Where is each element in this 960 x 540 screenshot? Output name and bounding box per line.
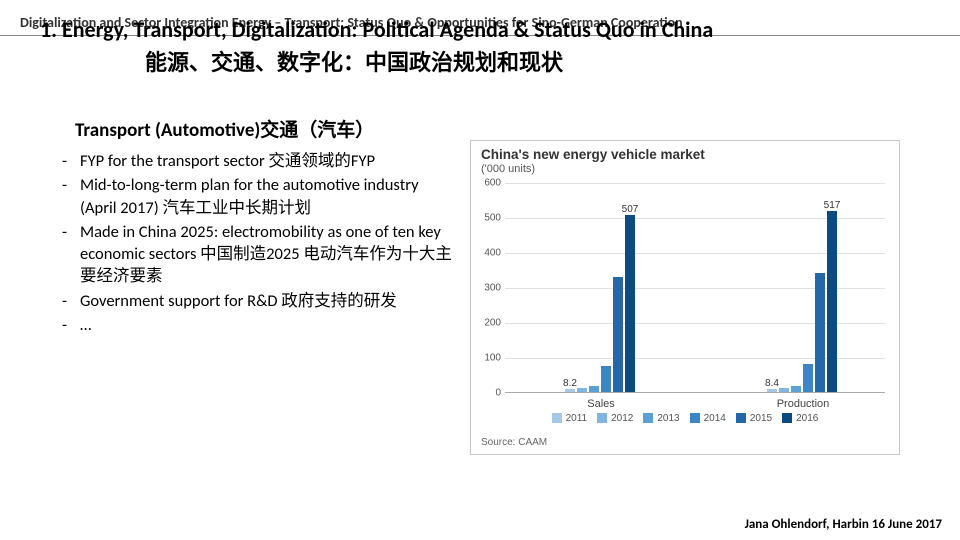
bullet-text: Made in China 2025: electromobility as o… (80, 221, 452, 288)
y-axis-label: 400 (475, 248, 501, 259)
bullet-text: Government support for R&D 政府支持的研发 (80, 290, 452, 312)
bar (815, 273, 825, 392)
legend-item: 2016 (782, 413, 818, 424)
legend-swatch (782, 413, 792, 423)
y-axis-label: 600 (475, 178, 501, 189)
value-label: 517 (824, 200, 841, 211)
legend-swatch (597, 413, 607, 423)
bullet-item: -Government support for R&D 政府支持的研发 (62, 290, 452, 312)
legend-label: 2016 (796, 413, 818, 424)
footer-author: Jana Ohlendorf, Harbin 16 June 2017 (745, 517, 942, 532)
chart-subtitle: ('000 units) (481, 163, 535, 175)
legend-item: 2012 (597, 413, 633, 424)
y-axis-label: 200 (475, 318, 501, 329)
bar (589, 386, 599, 392)
legend-item: 2014 (690, 413, 726, 424)
bullet-dash: - (62, 314, 80, 336)
bullet-item: -Mid-to-long-term plan for the automotiv… (62, 174, 452, 219)
y-axis-label: 500 (475, 213, 501, 224)
legend-label: 2013 (657, 413, 679, 424)
legend-swatch (736, 413, 746, 423)
legend-item: 2013 (643, 413, 679, 424)
bullet-item: -FYP for the transport sector 交通领域的FYP (62, 150, 452, 172)
gridline (505, 183, 885, 184)
chart-title: China's new energy vehicle market (481, 147, 705, 162)
legend-swatch (552, 413, 562, 423)
legend-label: 2011 (566, 413, 588, 424)
chart-plot-area: 0100200300400500600SalesProduction8.2507… (505, 183, 885, 393)
bar (613, 277, 623, 393)
legend-swatch (643, 413, 653, 423)
legend-swatch (690, 413, 700, 423)
bullet-dash: - (62, 290, 80, 312)
bullet-item: -Made in China 2025: electromobility as … (62, 221, 452, 288)
bar (767, 389, 777, 392)
legend-label: 2015 (750, 413, 772, 424)
bullet-dash: - (62, 221, 80, 288)
bar (601, 366, 611, 392)
bullet-text: … (80, 314, 452, 336)
value-label: 8.4 (765, 378, 779, 389)
legend-item: 2011 (552, 413, 588, 424)
bar (565, 389, 575, 392)
y-axis-label: 0 (475, 388, 501, 399)
bar (827, 211, 837, 392)
legend-item: 2015 (736, 413, 772, 424)
bullet-dash: - (62, 150, 80, 172)
bar (577, 388, 587, 392)
y-axis-label: 100 (475, 353, 501, 364)
bullet-text: FYP for the transport sector 交通领域的FYP (80, 150, 452, 172)
bullet-item: -… (62, 314, 452, 336)
nev-market-chart: China's new energy vehicle market ('000 … (470, 140, 900, 455)
bullet-dash: - (62, 174, 80, 219)
y-axis-label: 300 (475, 283, 501, 294)
slide-title-cn: 能源、交通、数字化：中国政治规划和现状 (145, 45, 563, 77)
value-label: 507 (622, 204, 639, 215)
value-label: 8.2 (563, 378, 577, 389)
legend-label: 2012 (611, 413, 633, 424)
legend-label: 2014 (704, 413, 726, 424)
bullet-list: -FYP for the transport sector 交通领域的FYP-M… (62, 150, 452, 338)
section-heading: Transport (Automotive)交通（汽车） (75, 115, 374, 142)
bar (625, 215, 635, 392)
bullet-text: Mid-to-long-term plan for the automotive… (80, 174, 452, 219)
bar (779, 388, 789, 392)
slide-title-en: 1. Energy, Transport, Digitalization: Po… (40, 16, 940, 43)
bar (803, 364, 813, 392)
chart-source: Source: CAAM (481, 437, 547, 448)
chart-legend: 2011 2012 2013 2014 2015 2016 (471, 409, 899, 428)
bar (791, 386, 801, 392)
